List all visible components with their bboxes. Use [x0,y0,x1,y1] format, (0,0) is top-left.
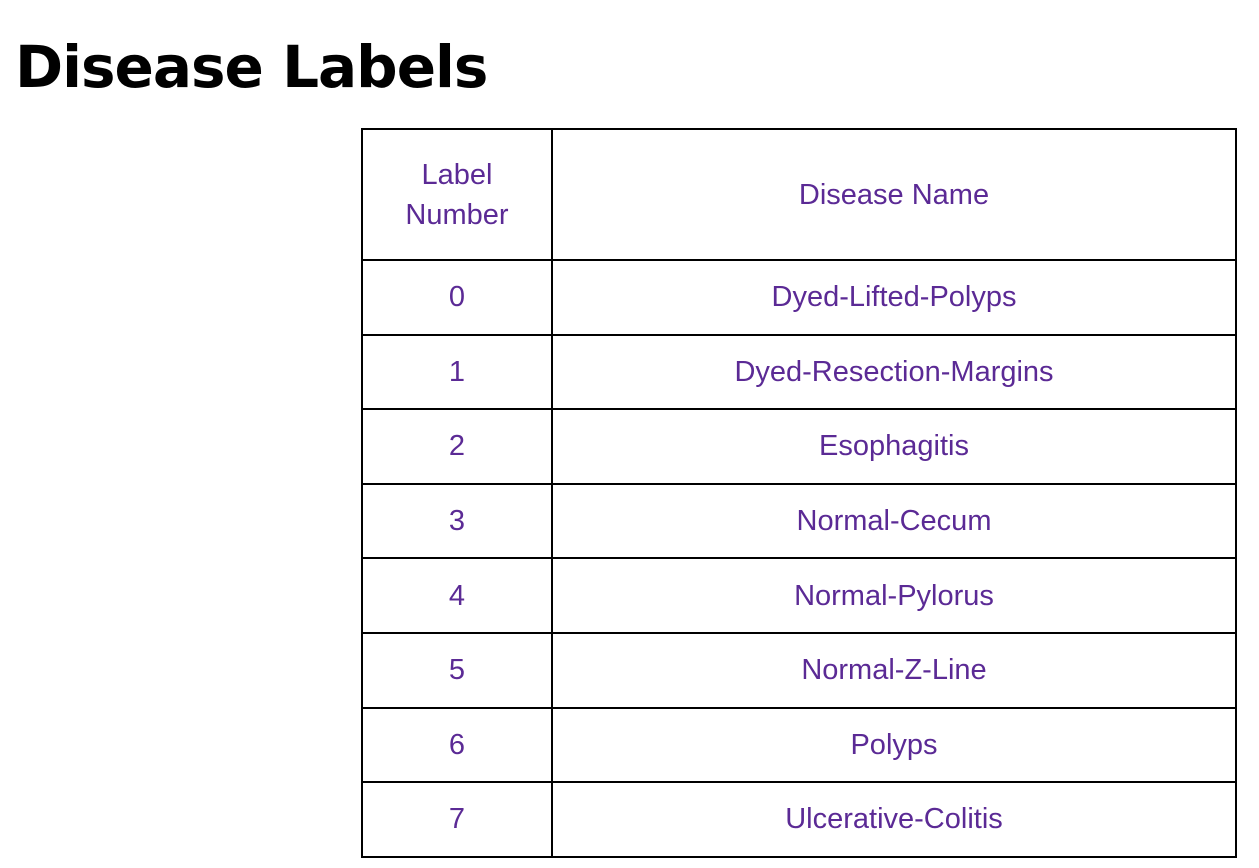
label-number-cell: 1 [361,333,553,411]
disease-labels-table: Label Number Disease Name 0 Dyed-Lifted-… [361,128,1237,858]
table-row: 3 Normal-Cecum [361,482,1237,560]
disease-name-cell: Dyed-Lifted-Polyps [551,259,1237,336]
label-number-cell: 6 [361,706,553,784]
disease-name-cell: Polyps [551,706,1237,784]
table-header-row: Label Number Disease Name [361,128,1237,261]
table-row: 4 Normal-Pylorus [361,557,1237,634]
table-row: 5 Normal-Z-Line [361,631,1237,709]
header-disease-name: Disease Name [551,128,1237,261]
label-number-cell: 5 [361,631,553,709]
disease-name-cell: Dyed-Resection-Margins [551,333,1237,411]
table-row: 1 Dyed-Resection-Margins [361,333,1237,411]
table-row: 2 Esophagitis [361,408,1237,485]
table-row: 0 Dyed-Lifted-Polyps [361,259,1237,336]
disease-name-cell: Normal-Cecum [551,482,1237,560]
table-row: 6 Polyps [361,706,1237,784]
disease-name-cell: Normal-Z-Line [551,631,1237,709]
page-title: Disease Labels [15,33,488,101]
label-number-cell: 0 [361,259,553,336]
label-number-cell: 4 [361,557,553,634]
label-number-cell: 3 [361,482,553,560]
label-number-cell: 2 [361,408,553,485]
header-label-number: Label Number [361,128,553,261]
disease-name-cell: Normal-Pylorus [551,557,1237,634]
table-row: 7 Ulcerative-Colitis [361,781,1237,858]
disease-name-cell: Esophagitis [551,408,1237,485]
label-number-cell: 7 [361,781,553,858]
disease-name-cell: Ulcerative-Colitis [551,781,1237,858]
